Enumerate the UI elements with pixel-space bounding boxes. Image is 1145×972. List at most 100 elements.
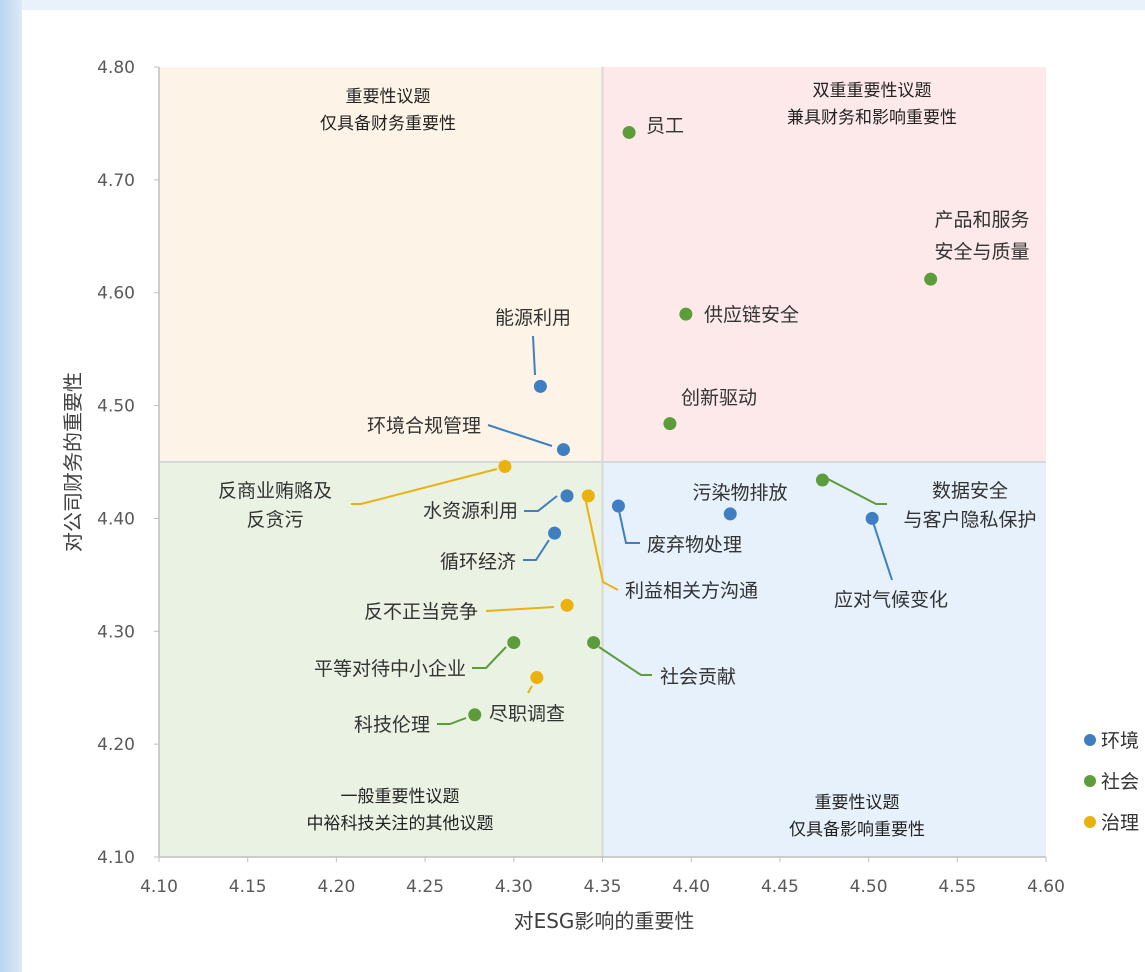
point-label: 供应链安全 [704,304,799,326]
point-label: 科技伦理 [354,714,430,736]
data-point [468,708,482,722]
leader-line [527,685,533,694]
point-label: 产品和服务 [934,209,1029,231]
y-tick-label: 4.50 [97,397,135,417]
point-label: 反商业贿赂及 [218,480,332,502]
data-point [530,671,544,685]
x-tick-label: 4.50 [850,877,888,897]
point-label: 利益相关方沟通 [625,580,758,602]
point-label: 废弃物处理 [647,534,742,556]
quadrant-label-bottom-right-line1: 重要性议题 [815,793,900,813]
quadrant-top-right [602,67,1046,462]
legend-marker [1084,734,1096,746]
x-tick-label: 4.30 [495,877,533,897]
data-point [587,636,601,650]
quadrant-bottom-right [602,462,1046,857]
left-decorative-strip [0,0,22,972]
quadrant-label-top-right-line1: 双重重要性议题 [813,81,932,101]
data-point [611,499,625,513]
data-point [560,489,574,503]
data-point [548,526,562,540]
y-tick-label: 4.80 [97,58,135,78]
point-label: 数据安全 [932,480,1008,502]
quadrant-label-bottom-left-line1: 一般重要性议题 [341,787,460,807]
quadrant-label-top-left-line1: 重要性议题 [346,87,431,107]
leader-line [485,606,555,612]
legend-label: 治理 [1101,812,1139,834]
leader-line [523,539,550,561]
quadrant-label-top-left-line2: 仅具备财务重要性 [320,114,456,134]
data-points [468,125,938,722]
point-label: 与客户隐私保护 [903,509,1036,531]
point-label: 循环经济 [440,551,516,573]
point-label: 能源利用 [495,307,571,329]
data-point [533,379,547,393]
data-point [622,125,636,139]
quadrant-bottom-left [159,462,603,857]
point-label: 反贪污 [246,509,303,531]
data-point [679,307,693,321]
leader-line [584,496,619,591]
data-point [924,272,938,286]
point-label: 环境合规管理 [367,415,481,437]
quadrant-label-bottom-left-line2: 中裕科技关注的其他议题 [307,814,494,834]
data-point [723,507,737,521]
x-tick-label: 4.25 [406,877,444,897]
point-label: 水资源利用 [423,500,518,522]
leader-line [437,717,467,725]
x-tick-label: 4.40 [672,877,710,897]
y-tick-label: 4.30 [97,622,135,642]
point-label: 创新驱动 [681,387,757,409]
y-axis-title: 对公司财务的重要性 [61,372,85,552]
leader-line [351,468,498,505]
y-tick-label: 4.70 [97,171,135,191]
legend-label: 环境 [1101,730,1139,752]
point-label: 社会贡献 [660,666,736,688]
legend-marker [1084,775,1096,787]
leader-line [472,646,507,669]
quadrant-label-bottom-right-line2: 仅具备影响重要性 [789,820,925,840]
x-tick-label: 4.10 [140,877,178,897]
quadrant-backgrounds [159,67,1046,857]
data-point [865,511,879,525]
data-point [560,598,574,612]
x-tick-label: 4.20 [317,877,355,897]
leader-line [487,424,553,447]
point-label: 反不正当竞争 [364,601,478,623]
quadrant-labels: 重要性议题仅具备财务重要性双重重要性议题兼具财务和影响重要性一般重要性议题中裕科… [307,81,958,840]
leader-line [617,505,640,544]
leader-line [872,521,893,581]
x-axis-title: 对ESG影响的重要性 [514,909,695,933]
y-tick-label: 4.20 [97,735,135,755]
point-label: 应对气候变化 [834,589,948,611]
x-tick-label: 4.60 [1027,877,1065,897]
y-tick-label: 4.40 [97,509,135,529]
leader-line [524,495,558,512]
point-label: 员工 [646,115,684,137]
data-point [556,443,570,457]
y-tick-label: 4.10 [97,848,135,868]
legend-marker [1084,816,1096,828]
leader-lines [351,335,893,725]
data-point [663,417,677,431]
leader-line [825,477,887,505]
leader-line [598,646,652,676]
quadrant-label-top-right-line2: 兼具财务和影响重要性 [787,108,957,128]
x-tick-label: 4.45 [761,877,799,897]
leader-line [532,335,536,376]
data-point [581,489,595,503]
point-label: 污染物排放 [692,482,787,504]
x-tick-label: 4.55 [938,877,976,897]
x-tick-label: 4.35 [584,877,622,897]
point-label: 平等对待中小企业 [314,658,466,680]
legend-label: 社会 [1101,771,1139,793]
x-tick-label: 4.15 [229,877,267,897]
quadrant-top-left [159,67,603,462]
data-point [507,636,521,650]
data-point [498,460,512,474]
axes: 4.10 4.15 4.20 4.25 4.30 4.35 4.40 4.45 4.50 4.55… [97,58,1065,897]
y-tick-label: 4.60 [97,284,135,304]
